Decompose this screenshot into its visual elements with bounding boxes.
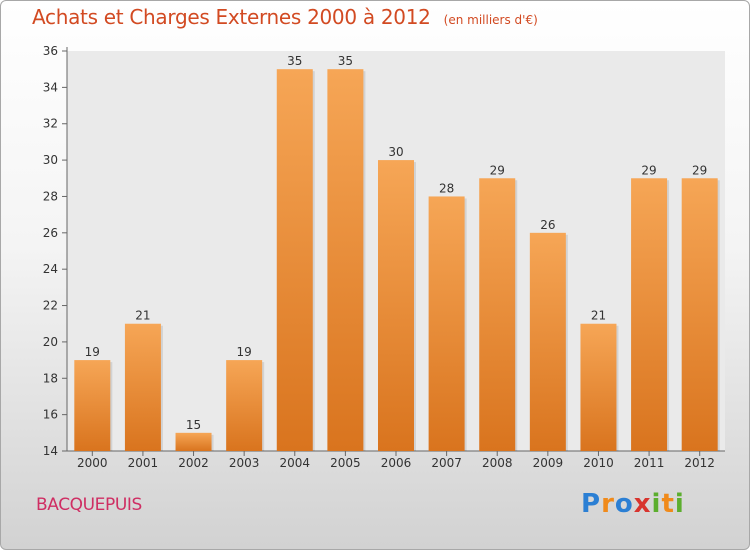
bar-value-label: 29 [641,163,656,177]
chart-title-row: Achats et Charges Externes 2000 à 2012 (… [32,5,538,29]
y-tick-label: 26 [43,226,58,240]
bar-value-label: 30 [388,145,403,159]
bar-value-label: 26 [540,218,555,232]
x-tick-label: 2012 [684,456,715,470]
bar [378,160,414,451]
bar [175,432,212,451]
x-tick-label: 2005 [330,456,361,470]
bar [74,360,111,451]
x-tick-label: 2011 [634,456,665,470]
x-tick-label: 2001 [128,456,159,470]
commune-name: BACQUEPUIS [36,495,142,515]
bar [529,232,566,451]
bar [681,178,718,452]
y-tick-label: 28 [43,189,58,203]
y-tick-label: 30 [43,153,58,167]
bar [631,178,668,452]
chart-title: Achats et Charges Externes 2000 à 2012 [32,5,431,29]
x-tick-label: 2003 [229,456,260,470]
bar-value-label: 19 [85,345,100,359]
y-tick-label: 36 [43,44,58,58]
y-tick-label: 16 [43,408,58,422]
bar-value-label: 28 [439,181,454,195]
proxiti-logo: Proxiti [581,489,685,519]
x-tick-label: 2000 [77,456,108,470]
x-tick-label: 2008 [482,456,513,470]
bar-value-label: 35 [287,54,302,68]
y-tick-label: 20 [43,335,58,349]
bar [327,69,364,451]
y-tick-label: 22 [43,299,58,313]
bar [428,196,465,451]
bar [479,178,516,452]
y-tick-label: 14 [43,444,58,458]
bar-value-label: 21 [591,309,606,323]
x-tick-label: 2007 [431,456,462,470]
y-tick-label: 24 [43,262,58,276]
y-tick-label: 34 [43,80,58,94]
x-tick-label: 2004 [279,456,310,470]
bar [124,323,161,451]
bar-value-label: 21 [135,309,150,323]
bar-value-label: 29 [692,163,707,177]
x-tick-label: 2010 [583,456,614,470]
bar-value-label: 35 [338,54,353,68]
y-tick-label: 32 [43,117,58,131]
x-tick-label: 2002 [178,456,209,470]
bar [226,360,263,451]
chart-unit-note: (en milliers d'€) [443,13,538,27]
bar-value-label: 19 [237,345,252,359]
y-tick-label: 18 [43,371,58,385]
x-tick-label: 2009 [533,456,564,470]
bar [580,323,617,451]
bar [276,69,313,451]
bar-value-label: 29 [490,163,505,177]
x-tick-label: 2006 [381,456,412,470]
bar-value-label: 15 [186,418,201,432]
